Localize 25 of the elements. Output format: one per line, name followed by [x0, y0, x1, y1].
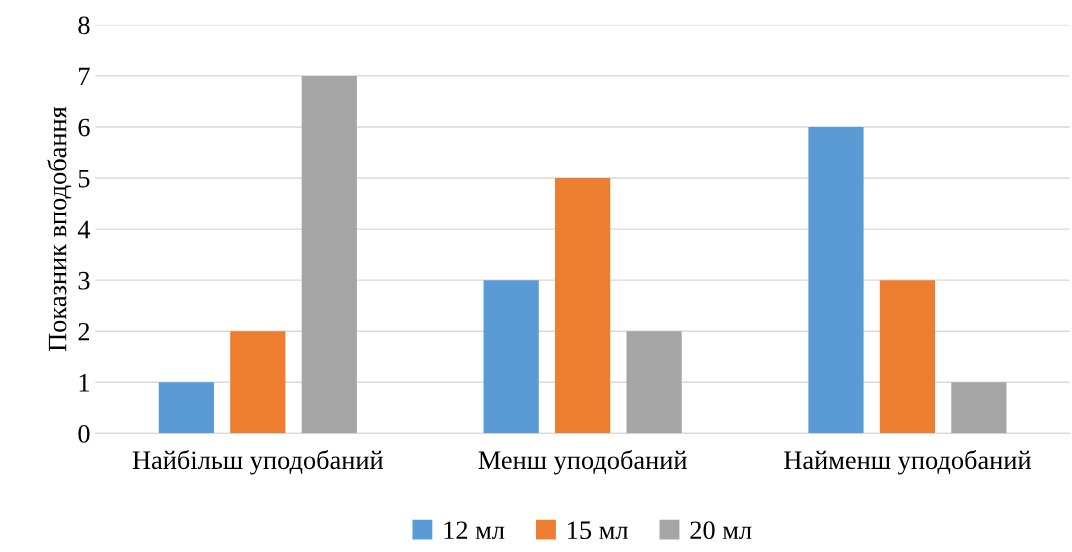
bar	[158, 382, 214, 434]
bar	[626, 331, 682, 434]
legend-label: 20 мл	[690, 521, 752, 540]
bar	[879, 280, 936, 434]
y-axis-title: Показник вподобання	[47, 106, 72, 352]
y-tick-label: 3	[78, 271, 90, 290]
x-tick-label: Найбільш уподобаний	[132, 449, 384, 475]
y-tick-label: 2	[78, 322, 90, 341]
y-tick-label: 7	[79, 67, 90, 86]
y-tick-label: 0	[78, 424, 90, 443]
y-tick-label: 5	[78, 169, 90, 188]
bar	[230, 331, 286, 434]
legend-label: 12 мл	[444, 521, 505, 540]
bar	[808, 126, 864, 434]
y-tick-label: 1	[79, 373, 89, 392]
bar	[301, 75, 357, 434]
x-tick-label: Менш уподобаний	[478, 449, 687, 475]
legend-label: 15 мл	[568, 521, 628, 540]
bar	[483, 280, 539, 434]
bar	[555, 178, 611, 434]
y-tick-label: 4	[77, 220, 91, 239]
y-tick-label: 8	[78, 16, 90, 35]
y-tick-label: 6	[78, 118, 90, 137]
x-tick-label: Найменш уподобаний	[784, 449, 1031, 475]
bar	[951, 382, 1007, 434]
